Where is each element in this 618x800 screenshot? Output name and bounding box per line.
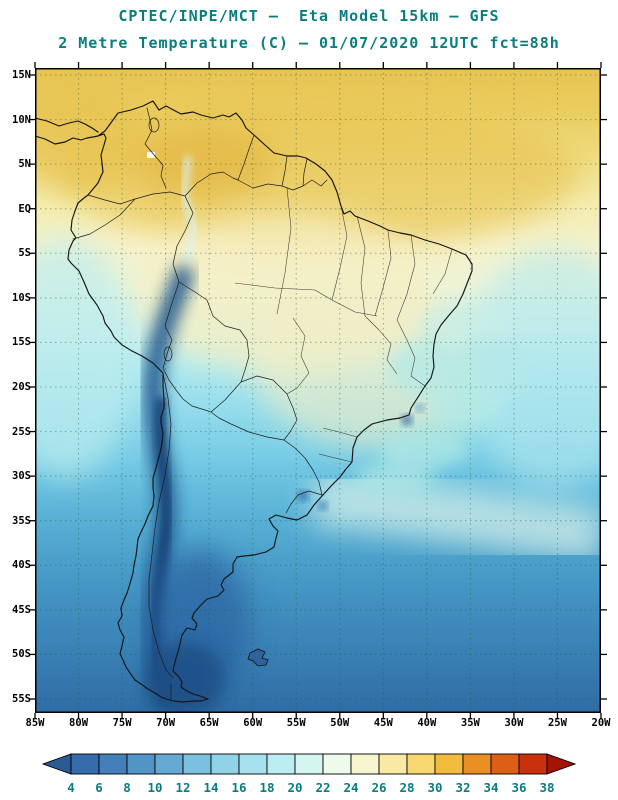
lat-label: 20S — [12, 380, 31, 393]
temperature-map — [29, 62, 607, 719]
lat-label: 40S — [12, 559, 31, 572]
title-line-2: 2 Metre Temperature (C) — 01/07/2020 12U… — [58, 34, 560, 52]
colorbar-tick-label: 32 — [455, 780, 470, 795]
colorbar-tick-label: 10 — [147, 780, 162, 795]
colorbar-tick-label: 4 — [67, 780, 75, 795]
cold-peak-spot — [402, 415, 412, 425]
colorbar-segment — [98, 753, 128, 775]
cold-peak-spot — [416, 404, 424, 412]
lon-label: 25W — [547, 717, 567, 729]
colorbar-segment — [490, 753, 520, 775]
lat-label: 5S — [18, 247, 31, 260]
colorbar-segment — [238, 753, 268, 775]
mild-atlantic-band — [312, 470, 601, 564]
lon-label: 50W — [330, 717, 350, 729]
lat-label: 35S — [12, 514, 31, 527]
temperature-field — [35, 68, 601, 713]
lon-label: 55W — [286, 717, 306, 729]
lon-label: 65W — [199, 717, 219, 729]
colorbar-tick-label: 14 — [203, 780, 218, 795]
colorbar-tick-label: 20 — [287, 780, 302, 795]
colorbar-tick-label: 26 — [371, 780, 386, 795]
falkland-islands — [247, 648, 269, 667]
lon-label: 75W — [112, 717, 132, 729]
colorbar-segment — [434, 753, 464, 775]
coastlines-borders — [35, 100, 473, 703]
lon-label: 30W — [504, 717, 524, 729]
colorbar-tick-label: 16 — [231, 780, 246, 795]
colorbar-tick-label: 28 — [399, 780, 414, 795]
colorbar-segment — [294, 753, 324, 775]
lake-maracaibo — [148, 117, 160, 133]
lat-label: 10N — [12, 113, 31, 126]
colorbar-segment — [462, 753, 492, 775]
colorbar-right-arrow — [546, 753, 577, 775]
lat-label: 50S — [12, 648, 31, 661]
colorbar-scale: 4 6 8 10 12 14 16 18 20 22 24 26 28 30 32 34 36 38 — [41, 753, 577, 795]
colorbar-tick-label: 18 — [259, 780, 274, 795]
colorbar-segment — [322, 753, 352, 775]
lon-label: 40W — [417, 717, 437, 729]
lon-label: 70W — [156, 717, 176, 729]
lon-label: 20W — [591, 717, 611, 729]
warm-spot-venezuela — [135, 128, 275, 198]
cold-spot-uruguay — [298, 491, 308, 501]
lat-label: EQ — [18, 202, 31, 215]
colorbar-segment — [350, 753, 380, 775]
colorbar-tick-label: 30 — [427, 780, 442, 795]
lat-label: 55S — [12, 692, 31, 705]
lat-label: 25S — [12, 425, 31, 438]
cool-humboldt-current — [35, 238, 135, 478]
colorbar-tick-label: 12 — [175, 780, 190, 795]
temperature-colorbar: 4 6 8 10 12 14 16 18 20 22 24 26 28 30 32 34 36 38 — [41, 752, 577, 800]
state-borders — [234, 187, 453, 463]
south-america-coastline — [67, 100, 473, 703]
colorbar-tick-label: 34 — [483, 780, 498, 795]
lon-label: 35W — [460, 717, 480, 729]
lake-titicaca — [163, 346, 173, 362]
cold-spot-uruguay — [319, 502, 327, 510]
colorbar-tick-label: 36 — [511, 780, 526, 795]
colorbar-segment — [378, 753, 408, 775]
lon-label: 45W — [373, 717, 393, 729]
lat-label: 45S — [12, 603, 31, 616]
colorbar-tick-label: 38 — [539, 780, 554, 795]
lon-label: 60W — [243, 717, 263, 729]
cold-tierra-del-fuego — [145, 642, 225, 713]
colorbar-segment — [70, 753, 100, 775]
lat-label: 15N — [12, 69, 31, 81]
colorbar-segment — [406, 753, 436, 775]
lat-label: 10S — [12, 291, 31, 304]
colorbar-segment — [154, 753, 184, 775]
colorbar-segment — [126, 753, 156, 775]
colorbar-segment — [518, 753, 548, 775]
lat-label: 5N — [18, 158, 31, 171]
title-line-1: CPTEC/INPE/MCT — Eta Model 15km — GFS — [118, 7, 500, 25]
colorbar-segment — [182, 753, 212, 775]
colorbar-tick-label: 24 — [343, 780, 358, 795]
panama-south-coast — [35, 135, 99, 145]
lat-label: 30S — [12, 470, 31, 483]
white-artifact — [147, 152, 155, 158]
andes-north-cool-streak — [180, 155, 198, 264]
colorbar-tick-label: 6 — [95, 780, 103, 795]
lon-label: 80W — [69, 717, 89, 729]
axis-ticks — [29, 62, 607, 719]
map-frame — [35, 68, 601, 713]
cool-patches-brazil — [355, 303, 530, 494]
lon-label: 85W — [25, 717, 45, 729]
country-borders — [72, 107, 328, 701]
lat-label: 15S — [12, 336, 31, 349]
colorbar-segment — [266, 753, 296, 775]
colorbar-tick-label: 22 — [315, 780, 330, 795]
colorbar-left-arrow — [41, 753, 72, 775]
colorbar-tick-label: 8 — [123, 780, 131, 795]
colorbar-segment — [210, 753, 240, 775]
panama-north-coast — [35, 117, 99, 133]
cool-atlantic-blob — [465, 248, 601, 488]
